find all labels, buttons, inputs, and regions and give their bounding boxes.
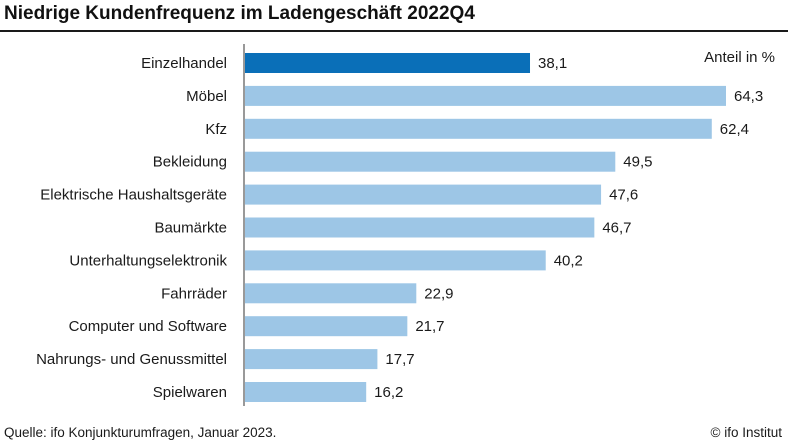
category-label: Kfz — [205, 121, 227, 138]
bar-chart: Anteil in % Einzelhandel 38,1 Möbel 64,3 Kfz… — [36, 44, 775, 406]
category-label: Unterhaltungselektronik — [69, 252, 227, 269]
value-label: 16,2 — [374, 384, 403, 401]
bar — [245, 53, 531, 73]
value-label: 64,3 — [734, 88, 763, 105]
value-label: 47,6 — [609, 187, 638, 204]
value-label: 22,9 — [424, 285, 453, 302]
value-label: 17,7 — [385, 351, 414, 368]
source-note: Quelle: ifo Konjunkturumfragen, Januar 2… — [4, 425, 277, 440]
category-label: Fahrräder — [161, 285, 227, 302]
bar — [245, 85, 726, 106]
bar — [245, 217, 595, 238]
category-label: Bekleidung — [153, 154, 227, 171]
category-label: Baumärkte — [154, 220, 227, 237]
category-label: Möbel — [186, 88, 227, 105]
unit-label: Anteil in % — [704, 49, 775, 66]
category-label: Elektrische Haushaltsgeräte — [40, 187, 227, 204]
value-label: 38,1 — [538, 55, 567, 72]
bars-group: Einzelhandel 38,1 Möbel 64,3 Kfz 62,4 Bekleidu… — [36, 53, 763, 402]
title-divider — [0, 30, 788, 32]
value-label: 40,2 — [554, 252, 583, 269]
value-label: 49,5 — [623, 154, 652, 171]
category-label: Computer und Software — [69, 318, 227, 335]
chart-title: Niedrige Kundenfrequenz im Ladengeschäft… — [4, 3, 475, 24]
bar — [245, 184, 602, 205]
bar — [245, 151, 616, 172]
bar — [245, 382, 367, 402]
value-label: 62,4 — [720, 121, 749, 138]
bar — [245, 316, 408, 337]
category-label: Spielwaren — [153, 384, 227, 401]
category-label: Nahrungs- und Genussmittel — [36, 351, 227, 368]
value-label: 46,7 — [602, 220, 631, 237]
category-label: Einzelhandel — [141, 55, 227, 72]
bar — [245, 250, 546, 271]
copyright-note: © ifo Institut — [710, 425, 782, 440]
bar — [245, 283, 417, 304]
bar — [245, 349, 378, 370]
bar — [245, 118, 712, 139]
value-label: 21,7 — [415, 318, 444, 335]
